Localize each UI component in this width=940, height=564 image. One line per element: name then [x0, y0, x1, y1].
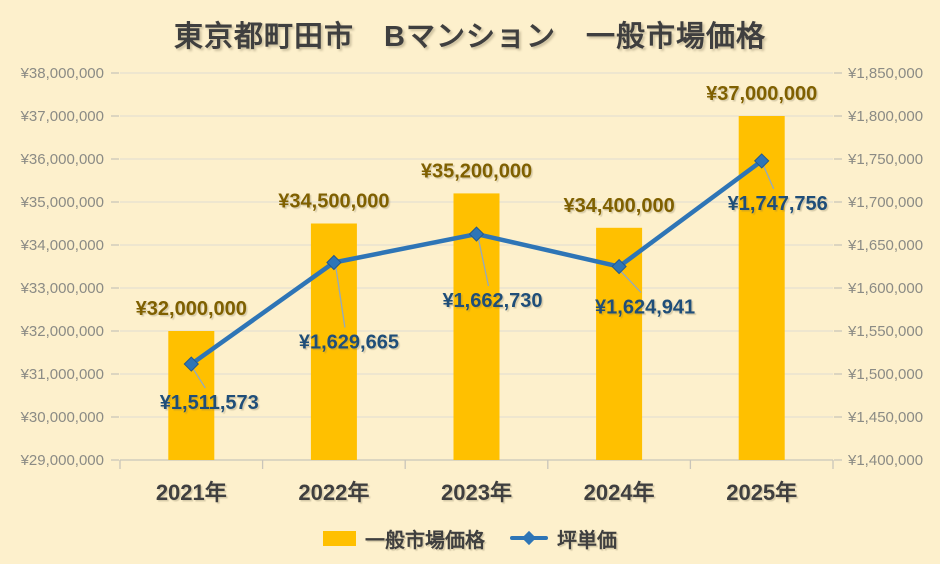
- legend-bar-swatch-icon: [323, 530, 356, 546]
- right-axis-tick-label: ¥1,650,000: [847, 237, 923, 254]
- data-label-leader-line: [335, 267, 346, 328]
- right-axis-tick-label: ¥1,500,000: [847, 366, 923, 383]
- x-axis-category-label: 2025年: [726, 480, 797, 505]
- line-marker-diamond-icon: [611, 258, 627, 275]
- bar-data-label: ¥35,200,000: [421, 160, 532, 182]
- left-axis-tick-label: ¥29,000,000: [20, 452, 104, 469]
- left-axis-tick-label: ¥32,000,000: [20, 323, 104, 340]
- left-axis-tick-label: ¥31,000,000: [20, 366, 104, 383]
- left-axis-tick-label: ¥33,000,000: [20, 280, 104, 297]
- data-label-leader-line: [620, 271, 642, 293]
- bar-data-label: ¥32,000,000: [136, 298, 247, 320]
- x-axis-category-label: 2023年: [441, 480, 512, 505]
- right-axis-tick-label: ¥1,800,000: [847, 108, 923, 125]
- line-data-label: ¥1,629,665: [299, 331, 399, 353]
- line-marker-diamond-icon: [753, 153, 770, 169]
- right-axis-tick-label: ¥1,400,000: [847, 452, 923, 469]
- x-axis-category-label: 2024年: [584, 480, 655, 505]
- right-axis-tick-label: ¥1,550,000: [847, 323, 923, 340]
- right-axis-tick-label: ¥1,750,000: [847, 151, 923, 168]
- legend-bar-label: 一般市場価格: [365, 529, 485, 552]
- legend-line-swatch-icon: [510, 530, 548, 546]
- line-marker-diamond-icon: [183, 356, 200, 372]
- x-axis-category-label: 2022年: [298, 480, 369, 505]
- legend-line-diamond-icon: [521, 530, 537, 546]
- bar-data-label: ¥37,000,000: [706, 83, 817, 105]
- legend-line-label: 坪単価: [557, 529, 617, 552]
- right-axis-tick-label: ¥1,600,000: [847, 280, 923, 297]
- data-label-leader-line: [477, 238, 490, 287]
- right-axis-tick-label: ¥1,850,000: [847, 65, 923, 82]
- right-axis-tick-label: ¥1,700,000: [847, 194, 923, 211]
- bar-data-label: ¥34,400,000: [563, 195, 674, 217]
- right-axis-tick-label: ¥1,450,000: [847, 409, 923, 426]
- line-data-label: ¥1,662,730: [442, 290, 542, 312]
- left-axis-tick-label: ¥35,000,000: [20, 194, 104, 211]
- line-marker-diamond-icon: [468, 226, 485, 242]
- line-marker-diamond-icon: [326, 254, 342, 271]
- data-label-leader-line: [192, 368, 206, 389]
- left-axis-tick-label: ¥38,000,000: [20, 65, 104, 82]
- line-data-label: ¥1,747,756: [728, 193, 828, 215]
- line-data-label: ¥1,624,941: [595, 297, 695, 319]
- chart-title: 東京都町田市 Bマンション 一般市場価格: [174, 21, 766, 53]
- data-label-leader-line: [763, 165, 775, 190]
- left-axis-tick-label: ¥37,000,000: [20, 108, 104, 125]
- legend: 一般市場価格 坪単価: [0, 522, 940, 554]
- x-axis-category-label: 2021年: [156, 480, 227, 505]
- left-axis-tick-label: ¥30,000,000: [20, 409, 104, 426]
- bar-data-label: ¥34,500,000: [278, 191, 389, 213]
- left-axis-tick-label: ¥36,000,000: [20, 151, 104, 168]
- line-data-label: ¥1,511,573: [160, 392, 259, 414]
- left-axis-tick-label: ¥34,000,000: [20, 237, 104, 254]
